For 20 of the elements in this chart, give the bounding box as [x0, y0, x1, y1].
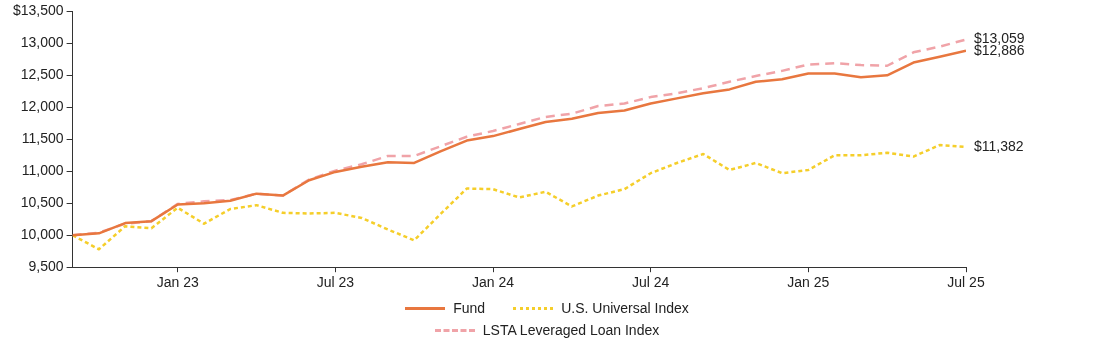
y-tick-label: 12,000 — [20, 98, 64, 115]
line-series — [72, 143, 966, 251]
y-tick-label: 13,000 — [20, 34, 64, 51]
x-tick-label: Jul 24 — [632, 274, 670, 291]
y-tick-label: 12,500 — [20, 66, 64, 83]
x-tick-label: Jan 24 — [472, 274, 515, 291]
y-tick-label: 10,000 — [20, 226, 64, 243]
y-tick-label: 9,500 — [28, 258, 64, 275]
legend-label: U.S. Universal Index — [561, 300, 689, 316]
legend-label: LSTA Leveraged Loan Index — [482, 322, 660, 338]
y-tick-label: 11,500 — [21, 130, 64, 147]
x-tick-label: Jan 23 — [156, 274, 199, 291]
annotation: $11,382 — [974, 137, 1024, 154]
x-tick-label: Jul 23 — [316, 274, 355, 291]
x-tick-label: Jul 25 — [947, 274, 985, 291]
y-tick-label: 10,500 — [20, 194, 64, 211]
legend-label: Fund — [453, 300, 486, 316]
x-tick-label: Jan 25 — [787, 274, 830, 291]
y-tick-label: 11,000 — [21, 162, 64, 179]
y-tick-label: $13,500 — [13, 2, 64, 19]
